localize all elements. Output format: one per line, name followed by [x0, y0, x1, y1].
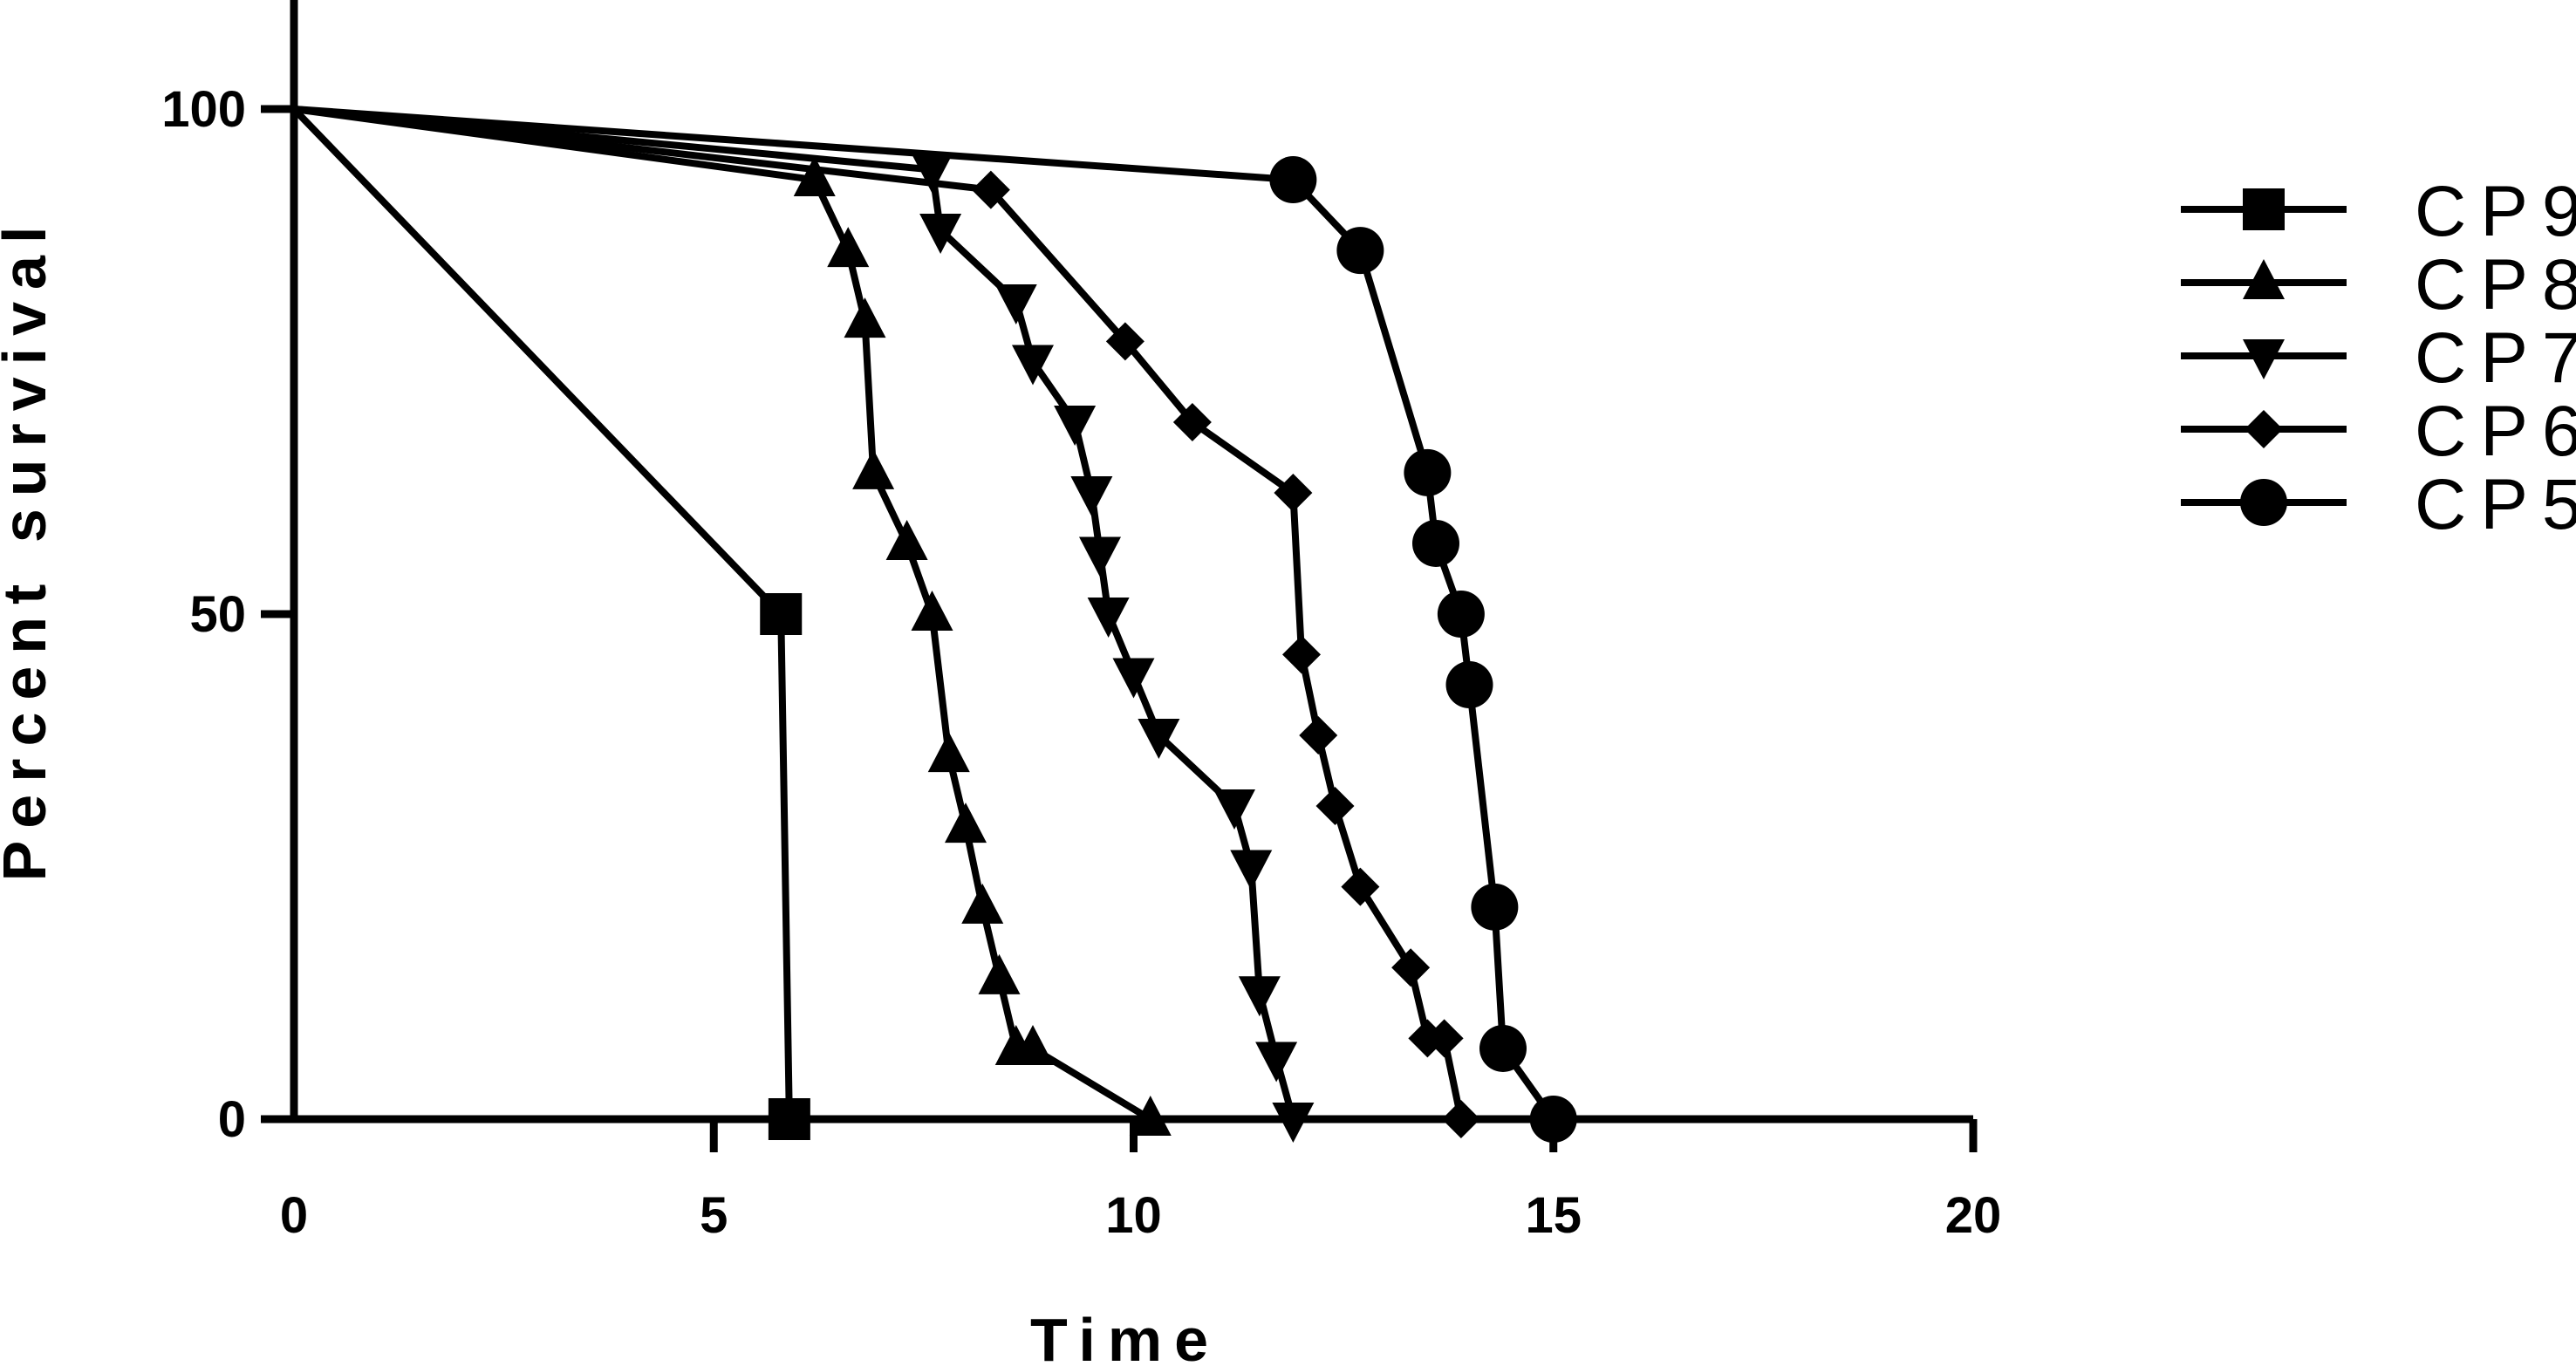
data-point	[1012, 1024, 1054, 1065]
data-point	[927, 732, 970, 773]
legend-item: CP8	[2181, 245, 2576, 324]
data-point	[911, 591, 953, 631]
legend-item: CP9	[2181, 172, 2576, 251]
data-point	[1054, 405, 1097, 446]
axes: 0 5 10 15 20 0 50 100	[161, 0, 2001, 1244]
data-point	[945, 803, 987, 844]
y-tick-label: 100	[161, 81, 246, 138]
data-point	[1274, 474, 1313, 513]
legend-marker	[2243, 259, 2285, 299]
data-point	[1238, 976, 1281, 1017]
data-point	[1213, 789, 1255, 830]
data-point	[827, 227, 870, 268]
data-point	[852, 448, 895, 489]
legend-marker	[2245, 410, 2283, 448]
data-point	[919, 213, 962, 254]
y-axis-title: Percent survival	[0, 215, 58, 882]
data-point	[1269, 156, 1317, 204]
legend-marker	[2240, 479, 2287, 526]
series-line	[293, 106, 1557, 1122]
x-tick-label: 10	[1105, 1187, 1162, 1244]
data-point	[994, 284, 1037, 325]
legend-marker	[2243, 188, 2285, 230]
data-point	[1079, 536, 1121, 577]
legend-label: CP9	[2415, 172, 2576, 251]
data-point	[1172, 402, 1212, 441]
x-tick-label: 20	[1945, 1187, 2002, 1244]
series-layer	[291, 106, 1577, 1143]
data-point	[760, 593, 803, 635]
series-line	[293, 106, 1297, 1121]
data-point	[1282, 635, 1321, 674]
series-line	[291, 106, 793, 1120]
data-point	[1129, 1096, 1172, 1136]
data-point	[971, 170, 1010, 209]
data-point	[768, 1098, 810, 1140]
data-point	[1479, 1024, 1527, 1072]
x-tick-label: 5	[700, 1187, 728, 1244]
data-point	[1272, 1103, 1315, 1143]
data-point	[1255, 1042, 1298, 1083]
data-point	[978, 953, 1021, 994]
series-cp8	[293, 106, 1172, 1136]
data-point	[961, 883, 1004, 924]
data-point	[1425, 1019, 1464, 1058]
data-point	[1412, 519, 1459, 567]
y-tick-label: 50	[189, 586, 246, 643]
data-point	[1105, 322, 1145, 361]
data-point	[1529, 1096, 1577, 1143]
data-point	[1299, 715, 1338, 755]
data-point	[1404, 448, 1452, 496]
data-point	[1336, 227, 1384, 275]
data-point	[1391, 948, 1431, 987]
data-point	[1471, 883, 1519, 931]
series-cp9	[291, 106, 810, 1140]
data-point	[1138, 718, 1180, 759]
data-point	[911, 153, 953, 194]
data-point	[1315, 787, 1355, 826]
data-point	[1070, 476, 1113, 517]
data-point	[793, 156, 836, 197]
series-line	[293, 106, 1152, 1123]
data-point	[1012, 345, 1054, 386]
data-point	[1437, 591, 1485, 638]
data-point	[844, 297, 886, 338]
legend-label: CP8	[2415, 245, 2576, 324]
data-point	[1441, 1100, 1480, 1138]
legend-item: CP6	[2181, 392, 2576, 471]
data-point	[1230, 850, 1273, 891]
x-tick-label: 15	[1525, 1187, 1582, 1244]
series-cp7	[293, 106, 1315, 1143]
legend-marker	[2243, 339, 2285, 379]
legend-label: CP7	[2415, 318, 2576, 398]
series-cp5	[293, 106, 1577, 1143]
legend-item: CP5	[2181, 465, 2576, 544]
legend-item: CP7	[2181, 318, 2576, 398]
data-point	[1087, 598, 1130, 638]
legend-label: CP6	[2415, 392, 2576, 471]
series-line	[293, 106, 1465, 1120]
legend-label: CP5	[2415, 465, 2576, 544]
data-point	[1112, 658, 1155, 699]
data-point	[1341, 867, 1380, 906]
x-axis-title: Time	[1030, 1306, 1220, 1366]
y-tick-label: 0	[218, 1091, 246, 1148]
data-point	[885, 519, 928, 560]
x-tick-label: 0	[280, 1187, 308, 1244]
series-cp6	[293, 106, 1480, 1138]
data-point	[1445, 661, 1493, 709]
